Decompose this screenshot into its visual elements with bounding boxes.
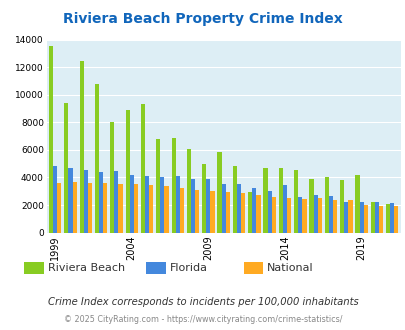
Bar — [237, 184, 241, 233]
Bar — [332, 200, 337, 233]
Bar — [68, 168, 72, 233]
Bar — [339, 180, 343, 233]
Bar — [221, 184, 225, 233]
Bar — [313, 195, 317, 233]
Text: Riviera Beach Property Crime Index: Riviera Beach Property Crime Index — [63, 12, 342, 25]
Bar — [141, 104, 145, 233]
Bar — [263, 168, 267, 233]
Bar — [210, 191, 214, 233]
Bar — [241, 193, 245, 233]
Bar — [103, 183, 107, 233]
Bar — [278, 168, 282, 233]
Bar — [72, 182, 77, 233]
Bar — [171, 138, 175, 233]
Bar — [87, 183, 92, 233]
Bar — [256, 195, 260, 233]
Bar — [267, 191, 271, 233]
Text: Florida: Florida — [169, 263, 207, 273]
Bar — [298, 197, 302, 233]
Bar — [252, 188, 256, 233]
Bar — [125, 110, 129, 233]
Bar — [389, 203, 393, 233]
Bar — [156, 139, 160, 233]
Bar — [179, 188, 183, 233]
Bar — [324, 177, 328, 233]
Bar — [247, 192, 252, 233]
Bar — [118, 184, 122, 233]
Bar — [95, 84, 99, 233]
Bar — [53, 166, 57, 233]
Bar — [195, 190, 199, 233]
Bar — [79, 61, 83, 233]
Bar — [271, 197, 275, 233]
Bar — [293, 170, 298, 233]
Text: Riviera Beach: Riviera Beach — [48, 263, 125, 273]
Bar — [317, 198, 321, 233]
Bar — [64, 103, 68, 233]
Text: National: National — [266, 263, 313, 273]
Bar — [217, 152, 221, 233]
Bar — [202, 164, 206, 233]
Bar — [282, 185, 286, 233]
Bar — [328, 196, 332, 233]
Bar — [393, 207, 398, 233]
Bar — [129, 176, 134, 233]
Bar — [110, 122, 114, 233]
Bar — [160, 178, 164, 233]
Bar — [83, 170, 87, 233]
Bar — [164, 186, 168, 233]
Bar — [99, 172, 103, 233]
Bar — [232, 166, 237, 233]
Bar — [145, 176, 149, 233]
Bar — [385, 204, 389, 233]
Bar — [343, 202, 347, 233]
Bar — [378, 206, 382, 233]
Text: © 2025 CityRating.com - https://www.cityrating.com/crime-statistics/: © 2025 CityRating.com - https://www.city… — [64, 315, 341, 324]
Bar — [175, 176, 179, 233]
Bar — [206, 179, 210, 233]
Bar — [186, 149, 190, 233]
Bar — [49, 47, 53, 233]
Bar — [190, 179, 195, 233]
Bar — [114, 171, 118, 233]
Bar — [363, 205, 367, 233]
Bar — [134, 184, 138, 233]
Bar — [374, 202, 378, 233]
Text: Crime Index corresponds to incidents per 100,000 inhabitants: Crime Index corresponds to incidents per… — [47, 297, 358, 307]
Bar — [286, 198, 290, 233]
Bar — [359, 202, 363, 233]
Bar — [302, 199, 306, 233]
Bar — [370, 202, 374, 233]
Bar — [149, 185, 153, 233]
Bar — [309, 179, 313, 233]
Bar — [225, 192, 229, 233]
Bar — [57, 183, 61, 233]
Bar — [347, 200, 352, 233]
Bar — [354, 176, 359, 233]
